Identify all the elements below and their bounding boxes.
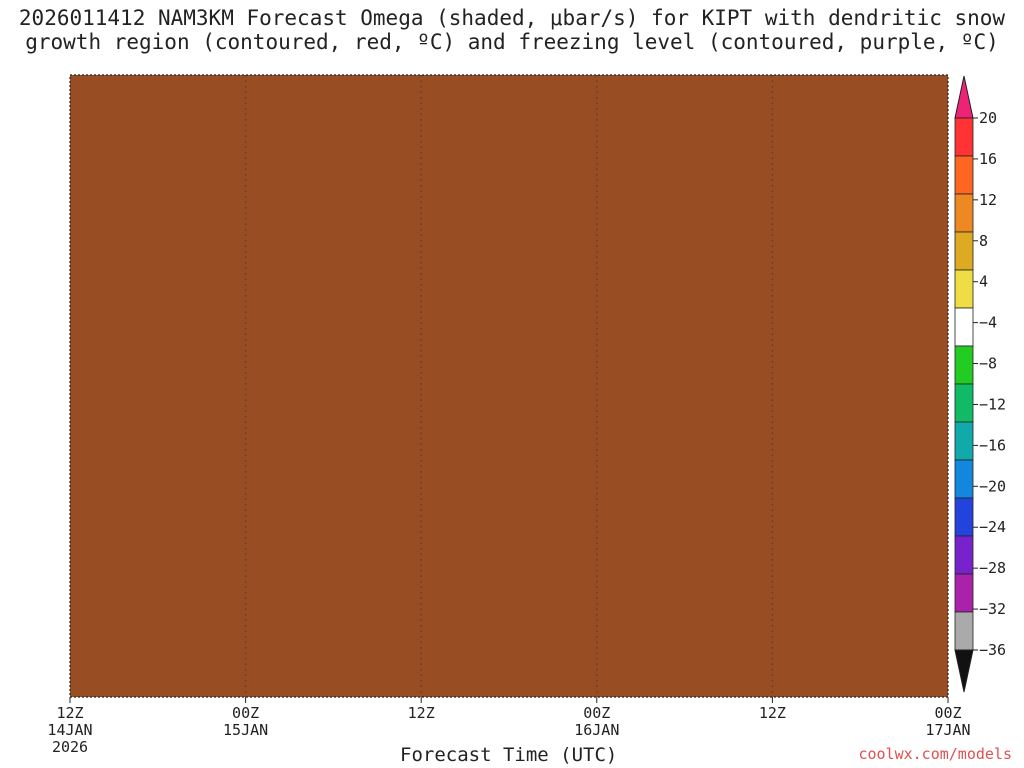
- plot-area: -18-12-18-12-18-120: [70, 75, 948, 697]
- colorbar-band-9: [954, 421, 974, 461]
- colorbar-arrow-top: [954, 75, 974, 119]
- colorbar-label-3: 8: [979, 232, 988, 250]
- colorbar-label-0: 20: [979, 109, 997, 127]
- x-tick-label-mid-0: 14JAN: [47, 721, 92, 739]
- colorbar-band-1: [954, 117, 974, 157]
- colorbar-label-1: 16: [979, 150, 997, 168]
- colorbar-band-14: [954, 611, 974, 651]
- colorbar: 20 16 12 8 4 −4 −8 −12 −16 −20 −24 −28 −32 −36: [954, 75, 1006, 693]
- colorbar-label-9: −20: [979, 477, 1006, 495]
- colorbar-arrow-bottom: [954, 649, 974, 693]
- colorbar-band-10: [954, 459, 974, 499]
- x-axis-label: Forecast Time (UTC): [400, 744, 618, 766]
- chart-title-line-2: growth region (contoured, red, ºC) and f…: [25, 30, 999, 54]
- colorbar-label-4: 4: [979, 273, 988, 291]
- x-tick-label-top-60: 00Z: [934, 704, 961, 722]
- x-tick-label-top-36: 00Z: [583, 704, 610, 722]
- colorbar-band-11: [954, 497, 974, 537]
- colorbar-band-8: [954, 383, 974, 423]
- colorbar-label-12: −32: [979, 600, 1006, 618]
- x-tick-label-top-12: 00Z: [232, 704, 259, 722]
- colorbar-band-6: [954, 307, 974, 347]
- colorbar-band-13: [954, 573, 974, 613]
- colorbar-label-8: −16: [979, 436, 1006, 454]
- colorbar-band-5: [954, 269, 974, 309]
- chart-title-line-1: 2026011412 NAM3KM Forecast Omega (shaded…: [18, 6, 1006, 30]
- colorbar-label-13: −36: [979, 641, 1006, 659]
- colorbar-label-5: −4: [979, 314, 997, 332]
- watermark: coolwx.com/models: [858, 745, 1012, 763]
- colorbar-label-7: −12: [979, 395, 1006, 413]
- colorbar-label-10: −24: [979, 518, 1006, 536]
- colorbar-band-7: [954, 345, 974, 385]
- x-tick-label-mid-12: 15JAN: [223, 721, 268, 739]
- x-tick-label-top-0: 12Z: [56, 704, 83, 722]
- x-tick-label-mid-60: 17JAN: [925, 721, 970, 739]
- colorbar-band-12: [954, 535, 974, 575]
- colorbar-label-6: −8: [979, 355, 997, 373]
- plot-frame: [69, 74, 949, 698]
- colorbar-band-4: [954, 231, 974, 271]
- colorbar-band-2: [954, 155, 974, 195]
- x-tick-label-bot-0: 2026: [52, 738, 88, 756]
- x-tick-label-top-48: 12Z: [759, 704, 786, 722]
- x-tick-label-top-24: 12Z: [408, 704, 435, 722]
- colorbar-label-2: 12: [979, 191, 997, 209]
- colorbar-label-11: −28: [979, 559, 1006, 577]
- surface-terrain: [70, 75, 948, 697]
- x-tick-label-mid-36: 16JAN: [574, 721, 619, 739]
- colorbar-band-3: [954, 193, 974, 233]
